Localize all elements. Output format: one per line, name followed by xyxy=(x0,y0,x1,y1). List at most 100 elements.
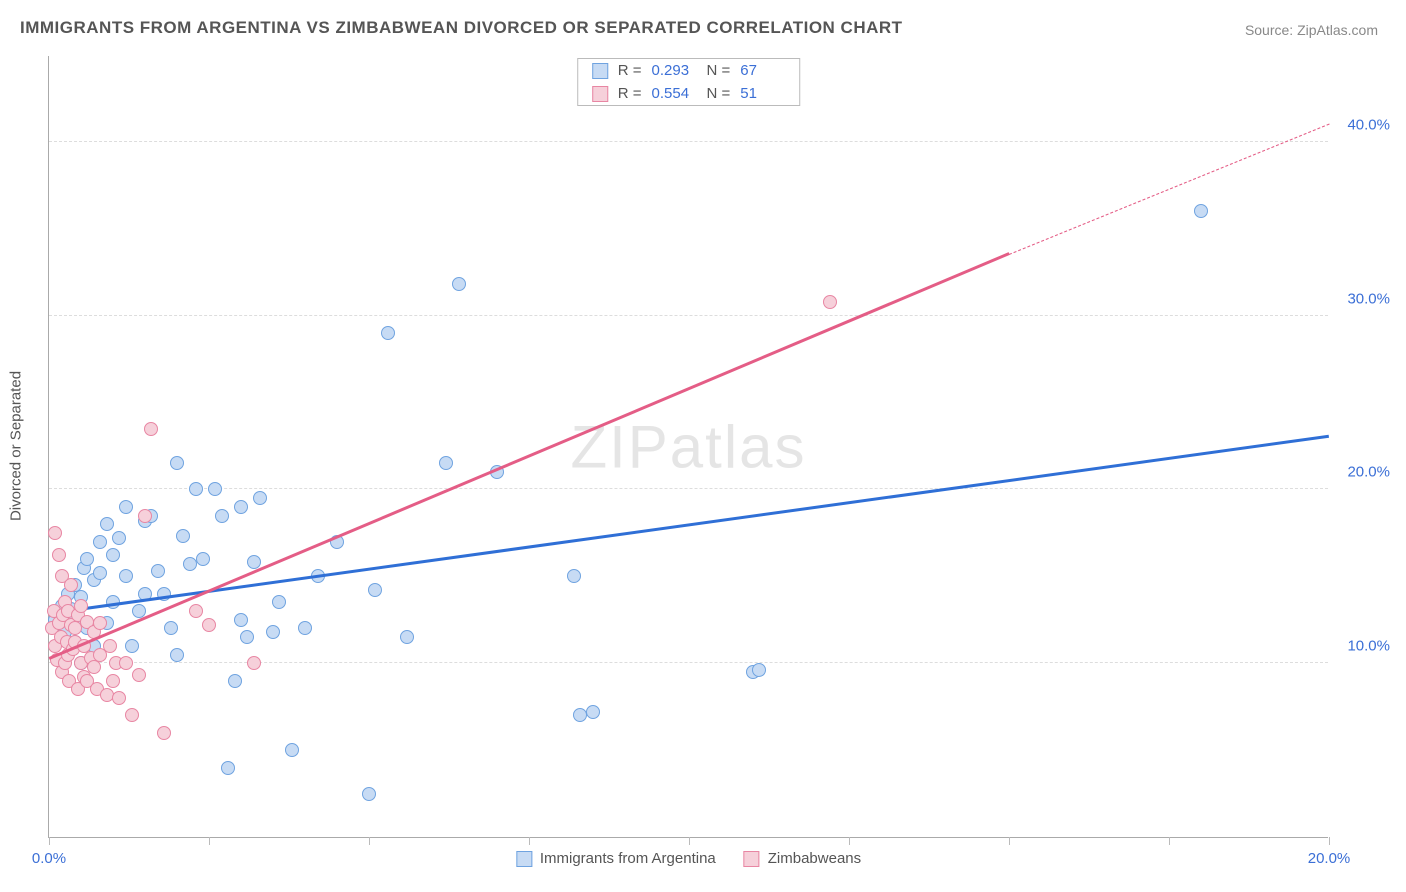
x-tick xyxy=(369,837,370,845)
correlation-legend: R = 0.293 N = 67 R = 0.554 N = 51 xyxy=(577,58,801,106)
source-label: Source: ZipAtlas.com xyxy=(1245,22,1378,38)
series-legend: Immigrants from Argentina Zimbabweans xyxy=(516,850,861,867)
legend-r-label: R = xyxy=(618,62,642,79)
chart-plot-area: ZIPatlas R =0.293N =67R =0.554N =51 Immi… xyxy=(48,56,1328,838)
data-point xyxy=(1194,204,1208,218)
data-point xyxy=(362,787,376,801)
data-point xyxy=(112,691,126,705)
data-point xyxy=(189,604,203,618)
data-point xyxy=(68,621,82,635)
gridline xyxy=(49,315,1328,316)
legend-n-value: 67 xyxy=(740,62,785,79)
x-tick xyxy=(209,837,210,845)
data-point xyxy=(176,529,190,543)
legend-r-value: 0.293 xyxy=(652,62,697,79)
data-point xyxy=(439,456,453,470)
data-point xyxy=(202,618,216,632)
data-point xyxy=(253,491,267,505)
data-point xyxy=(106,548,120,562)
data-point xyxy=(132,668,146,682)
data-point xyxy=(452,277,466,291)
gridline xyxy=(49,488,1328,489)
data-point xyxy=(112,531,126,545)
data-point xyxy=(586,705,600,719)
x-tick xyxy=(1329,837,1330,845)
data-point xyxy=(170,648,184,662)
data-point xyxy=(80,552,94,566)
data-point xyxy=(144,422,158,436)
y-axis-label: Divorced or Separated xyxy=(8,371,25,521)
data-point xyxy=(151,564,165,578)
legend-swatch xyxy=(516,851,532,867)
data-point xyxy=(93,535,107,549)
data-point xyxy=(48,526,62,540)
trend-line xyxy=(49,252,1010,659)
data-point xyxy=(208,482,222,496)
data-point xyxy=(138,509,152,523)
legend-r-value: 0.554 xyxy=(652,85,697,102)
data-point xyxy=(381,326,395,340)
chart-title: IMMIGRANTS FROM ARGENTINA VS ZIMBABWEAN … xyxy=(20,18,903,38)
legend-n-label: N = xyxy=(707,85,731,102)
legend-swatch xyxy=(744,851,760,867)
legend-swatch xyxy=(592,63,608,79)
data-point xyxy=(400,630,414,644)
data-point xyxy=(368,583,382,597)
x-tick xyxy=(849,837,850,845)
data-point xyxy=(823,295,837,309)
data-point xyxy=(119,500,133,514)
data-point xyxy=(119,656,133,670)
legend-n-value: 51 xyxy=(740,85,785,102)
data-point xyxy=(266,625,280,639)
trend-line xyxy=(1009,124,1329,255)
gridline xyxy=(49,662,1328,663)
data-point xyxy=(125,639,139,653)
x-tick-label: 20.0% xyxy=(1308,850,1351,867)
x-tick xyxy=(689,837,690,845)
data-point xyxy=(272,595,286,609)
data-point xyxy=(567,569,581,583)
data-point xyxy=(100,688,114,702)
data-point xyxy=(196,552,210,566)
data-point xyxy=(170,456,184,470)
y-tick-label: 20.0% xyxy=(1347,464,1390,481)
data-point xyxy=(125,708,139,722)
data-point xyxy=(189,482,203,496)
legend-label: Immigrants from Argentina xyxy=(540,850,716,867)
data-point xyxy=(52,548,66,562)
data-point xyxy=(93,616,107,630)
data-point xyxy=(215,509,229,523)
legend-row: R = 0.293 N = 67 xyxy=(578,59,800,82)
x-tick xyxy=(1009,837,1010,845)
legend-item: Zimbabweans xyxy=(744,850,861,867)
data-point xyxy=(100,517,114,531)
data-point xyxy=(74,599,88,613)
legend-label: Zimbabweans xyxy=(768,850,861,867)
legend-swatch xyxy=(592,86,608,102)
data-point xyxy=(64,578,78,592)
data-point xyxy=(119,569,133,583)
data-point xyxy=(228,674,242,688)
x-tick xyxy=(1169,837,1170,845)
data-point xyxy=(234,613,248,627)
trend-line xyxy=(49,435,1329,615)
legend-r-label: R = xyxy=(618,85,642,102)
legend-n-label: N = xyxy=(707,62,731,79)
x-tick xyxy=(529,837,530,845)
data-point xyxy=(234,500,248,514)
y-tick-label: 40.0% xyxy=(1347,116,1390,133)
data-point xyxy=(285,743,299,757)
data-point xyxy=(157,726,171,740)
data-point xyxy=(752,663,766,677)
data-point xyxy=(87,660,101,674)
data-point xyxy=(247,656,261,670)
data-point xyxy=(106,674,120,688)
data-point xyxy=(103,639,117,653)
data-point xyxy=(221,761,235,775)
x-tick xyxy=(49,837,50,845)
x-tick-label: 0.0% xyxy=(32,850,66,867)
y-tick-label: 30.0% xyxy=(1347,290,1390,307)
data-point xyxy=(164,621,178,635)
legend-row: R = 0.554 N = 51 xyxy=(578,82,800,105)
gridline xyxy=(49,141,1328,142)
